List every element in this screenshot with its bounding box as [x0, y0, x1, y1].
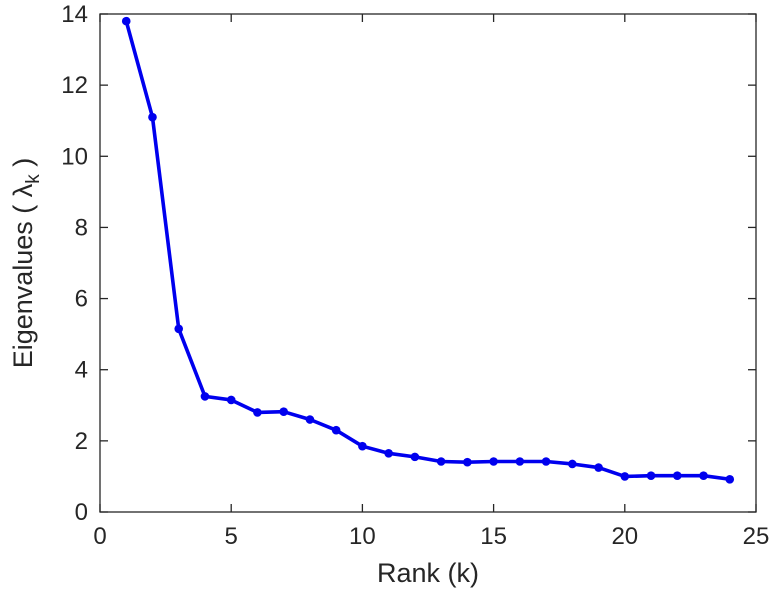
data-point-marker	[253, 408, 262, 417]
y-tick-label: 4	[75, 357, 88, 384]
axis-ticks: 0 5 10 15 20 25 0 2 4 6 8 10 12 14	[61, 1, 769, 550]
x-tick-label: 0	[93, 523, 106, 550]
data-point-marker	[226, 395, 236, 405]
axes-border	[99, 13, 757, 513]
data-point-marker	[121, 16, 131, 26]
data-point-marker	[699, 471, 708, 481]
x-tick-label: 25	[743, 523, 770, 550]
plot-area-box	[99, 13, 757, 513]
data-point-marker	[646, 471, 656, 481]
eigenvalue-line	[124, 19, 732, 482]
y-tick-label: 14	[61, 1, 88, 28]
y-tick-label: 12	[61, 72, 88, 99]
data-point-marker	[174, 324, 184, 334]
x-tick-label: 15	[480, 523, 507, 550]
data-point-marker	[489, 457, 498, 466]
y-tick-label: 6	[75, 286, 88, 313]
data-point-marker	[594, 463, 603, 472]
data-point-marker	[305, 415, 315, 424]
data-series	[121, 16, 735, 484]
y-axis-label-subscript: k	[23, 174, 44, 184]
data-point-marker	[410, 452, 420, 462]
y-axis-label-suffix: )	[8, 158, 38, 175]
x-tick-label: 20	[611, 523, 638, 550]
y-axis-label-prefix: Eigenvalues ( λ	[8, 183, 38, 368]
x-tick-label: 10	[349, 523, 376, 550]
data-point-marker	[725, 474, 735, 484]
y-axis-label: Eigenvalues ( λk )	[8, 158, 44, 369]
data-point-marker	[515, 457, 525, 466]
y-tick-label: 2	[75, 428, 88, 455]
data-point-marker	[200, 392, 210, 401]
x-axis-label: Rank (k)	[377, 558, 479, 588]
data-point-marker	[541, 457, 551, 466]
x-tick-label: 5	[225, 523, 238, 550]
data-point-marker	[436, 457, 446, 466]
data-point-marker	[672, 471, 682, 481]
data-point-marker	[568, 459, 577, 469]
data-point-marker	[620, 472, 630, 481]
data-point-marker	[331, 425, 341, 435]
y-tick-label: 0	[75, 499, 88, 526]
y-tick-label: 8	[75, 214, 88, 241]
data-point-marker	[384, 449, 393, 458]
y-tick-label: 10	[61, 143, 88, 170]
data-point-marker	[279, 407, 288, 416]
data-point-marker	[358, 441, 367, 451]
data-point-marker	[463, 457, 472, 467]
data-point-marker	[148, 112, 157, 122]
